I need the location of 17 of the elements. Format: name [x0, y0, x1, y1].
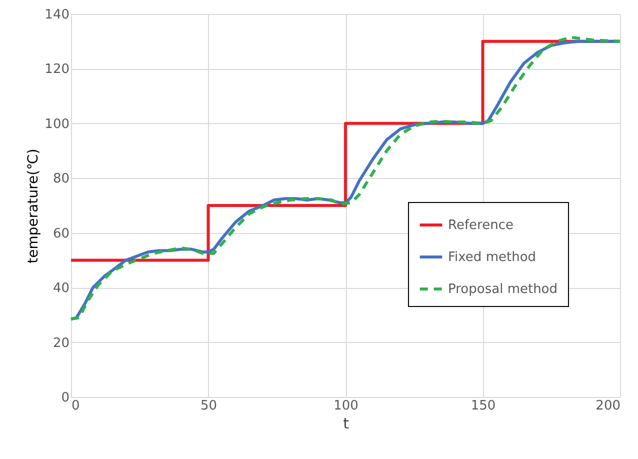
y-tick-label: 80: [52, 172, 70, 187]
y-axis-title: temperature(℃): [26, 148, 42, 264]
x-tick-label: 0: [72, 398, 80, 414]
y-tick-label: 100: [44, 116, 70, 132]
y-tick-label: 120: [44, 62, 70, 78]
y-tick-label: 60: [52, 226, 70, 242]
x-tick-label: 50: [200, 398, 218, 414]
x-tick-label: 100: [334, 398, 358, 414]
y-tick-label: 20: [52, 336, 70, 351]
y-tick-label: 40: [52, 281, 70, 296]
legend-label: Reference: [448, 218, 514, 233]
x-axis-title: t: [343, 414, 350, 432]
x-tick-label: 150: [470, 398, 496, 414]
x-tick-label: 200: [596, 398, 620, 414]
legend-label: Fixed method: [448, 250, 536, 265]
y-tick-label: 140: [44, 8, 70, 22]
legend-label: Proposal method: [448, 282, 558, 297]
